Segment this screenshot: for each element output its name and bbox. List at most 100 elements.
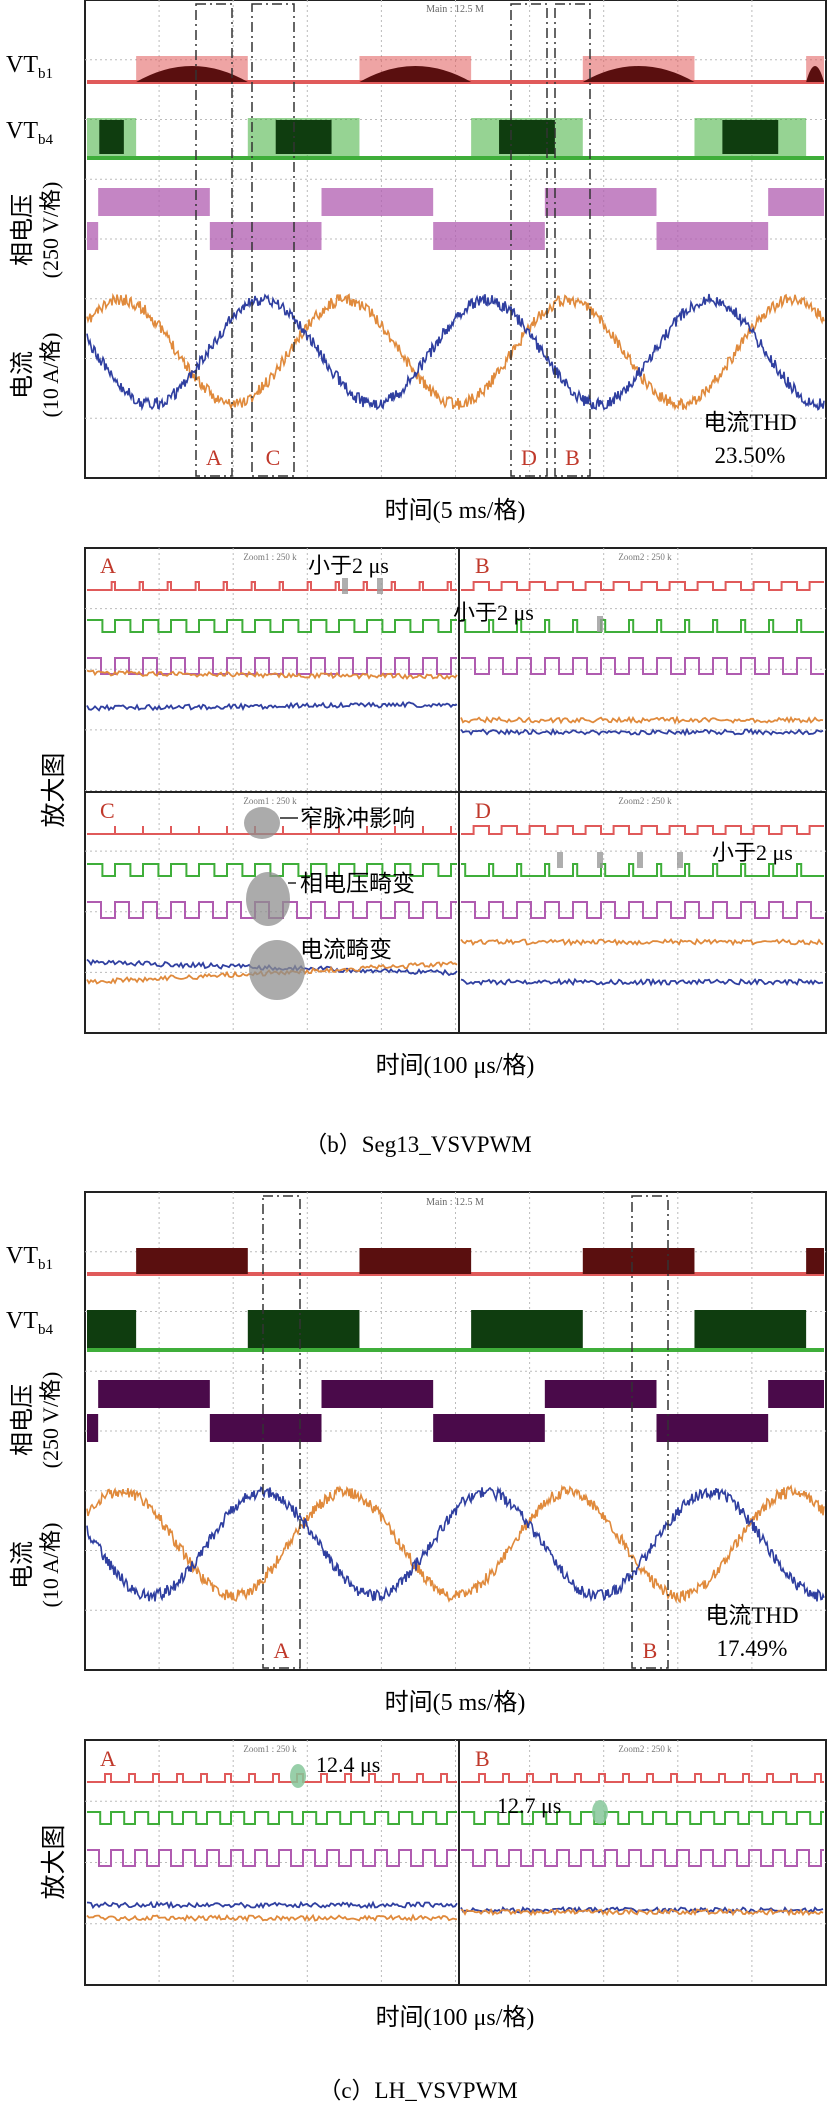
lh-current-label: 电流 [9, 1541, 36, 1589]
zoom-phase-trace [461, 1849, 824, 1867]
narrow-pulse-blip [377, 578, 383, 594]
zoom-vtb4-trace [87, 619, 457, 633]
narrow-pulse-highlight [244, 807, 280, 839]
vtb4-dense-pulses [722, 120, 779, 154]
zoom-window-marker [195, 3, 233, 477]
phase-voltage-lower [656, 1414, 769, 1442]
phase-voltage-upper [321, 1380, 434, 1408]
vtb1-dense-pulses [582, 66, 695, 82]
lh-zoom-xlabel: 时间(100 μs/格) [376, 2004, 535, 2031]
vtb1-pulse-block [806, 1248, 824, 1274]
seg13-zoom-label-c: C [100, 798, 115, 823]
phase-voltage-upper [544, 188, 657, 216]
vtb4-pulse-block [87, 1310, 137, 1348]
zoom-window-label: A [274, 1638, 290, 1663]
current-distortion-highlight [249, 940, 305, 1000]
phase-voltage-lower [209, 222, 322, 250]
lh-main-xlabel: 时间(5 ms/格) [385, 1689, 526, 1716]
lh-vtb4-label: VTb4 [6, 1308, 54, 1338]
vtb4-pulse-block [471, 1310, 583, 1348]
narrow-pulse-blip [597, 616, 603, 632]
narrow-pulse-blip [557, 852, 563, 868]
vtb1-dense-pulses [806, 66, 824, 82]
phase-voltage-label: 相电压 [9, 194, 36, 266]
vtb4-label: VTb4 [6, 118, 54, 148]
seg13-zoom-waveforms [86, 578, 824, 987]
lh-zoom2-header: Zoom2 : 250 k [618, 1744, 672, 1754]
vtb4-pulse-block [694, 1310, 807, 1348]
seg13-zoom-panel: A B C D Zoom1 : 250 k Zoom2 : 250 k Zoom… [84, 547, 827, 1034]
seg13-zoom-xlabel: 时间(100 μs/格) [376, 1052, 535, 1079]
zoom-vtb4-trace [461, 619, 824, 633]
zoom-window-marker [554, 3, 591, 477]
seg13-main-header: Main : 12.5 M [426, 4, 484, 15]
seg13-caption: （b）Seg13_VSVPWM [304, 1132, 531, 1157]
lh-zoom-label-b: B [475, 1746, 490, 1771]
vtb1-dense-pulses [136, 66, 248, 82]
zoom-current-a-trace [86, 1913, 458, 1923]
seg13-zoom2-header: Zoom2 : 250 k [618, 552, 672, 562]
phase-voltage-lower [209, 1414, 322, 1442]
zoom-phase-trace [87, 1849, 457, 1867]
current-label: 电流 [9, 351, 36, 399]
zoom-phase-trace [461, 901, 824, 919]
phase-voltage-lower [87, 1414, 99, 1442]
zoom-vtb1-trace [461, 1773, 824, 1783]
phase-voltage-lower [87, 222, 99, 250]
lh-main-waveforms [86, 1248, 825, 1604]
annotation-narrow-pulse: 窄脉冲影响 [300, 806, 415, 831]
annotation-current-distortion: 电流畸变 [300, 937, 392, 962]
annotation-a-less-than-2us: 小于2 μs [308, 553, 389, 578]
lh-vtb1-label: VTb1 [6, 1243, 53, 1273]
zoom-vtb1-trace [461, 581, 824, 591]
current-phase-a [86, 292, 825, 411]
seg13-zoom1-header-c: Zoom1 : 250 k [243, 796, 297, 806]
lh-b-pulse-highlight [592, 1800, 608, 1824]
annotation-b-less-than-2us: 小于2 μs [453, 600, 534, 625]
phase-voltage-upper [768, 188, 824, 216]
vtb4-dense-pulses [275, 120, 332, 154]
seg13-main-panel: Main : 12.5 M A C D B VTb1 VTb4 相电压 (250 V/… [6, 0, 827, 479]
annotation-phase-distortion: 相电压畸变 [300, 871, 415, 896]
zoom-vtb1-trace [87, 1773, 457, 1783]
zoom-vtb4-trace [87, 1811, 457, 1825]
phase-voltage-lower [656, 222, 769, 250]
zoom-window-marker [631, 1195, 669, 1669]
current-phase-a [86, 1484, 825, 1604]
zoom-current-a-trace [460, 715, 824, 725]
narrow-pulse-blip [677, 852, 683, 868]
lh-zoom1-header: Zoom1 : 250 k [243, 1744, 297, 1754]
phase-voltage-upper [98, 188, 210, 216]
seg13-main-waveforms [86, 56, 825, 412]
zoom-current-b-trace [86, 700, 458, 712]
zoom-window-label: D [521, 445, 537, 470]
seg13-thd-label: 电流THD [703, 410, 796, 435]
seg13-zoom-ylabel: 放大图 [40, 752, 68, 827]
lh-a-pulse-highlight [290, 1764, 306, 1788]
seg13-zoom2-header-d: Zoom2 : 250 k [618, 796, 672, 806]
phase-voltage-upper [321, 188, 434, 216]
zoom-window-marker [510, 3, 548, 477]
seg13-zoom1-header: Zoom1 : 250 k [243, 552, 297, 562]
lh-caption: （c）LH_VSVPWM [318, 2078, 517, 2103]
vtb4-dense-pulses [499, 120, 555, 154]
lh-main-header: Main : 12.5 M [426, 1197, 484, 1208]
phase-voltage-upper [98, 1380, 210, 1408]
zoom-vtb1-trace [461, 825, 824, 835]
lh-zoom-label-a: A [100, 1746, 116, 1771]
zoom-window-label: B [565, 445, 580, 470]
annotation-b-12-7us: 12.7 μs [497, 1793, 561, 1818]
current-phase-b [86, 1485, 825, 1603]
zoom-vtb1-trace [87, 826, 457, 835]
lh-zoom-panel: A B Zoom1 : 250 k Zoom2 : 250 k 12.4 μs … [84, 1739, 827, 1986]
phase-voltage-upper [544, 1380, 657, 1408]
lh-zoom-ylabel: 放大图 [40, 1824, 68, 1899]
narrow-pulse-blip [597, 852, 603, 868]
phase-distortion-highlight [246, 872, 290, 926]
zoom-vtb4-trace [461, 1811, 824, 1825]
lh-current-scale: (10 A/格) [38, 1523, 63, 1608]
vtb1-pulse-block [136, 1248, 248, 1274]
vtb4-dense-pulses [99, 120, 124, 154]
zoom-current-a-trace [460, 1907, 824, 1917]
seg13-zoom-label-a: A [100, 553, 116, 578]
